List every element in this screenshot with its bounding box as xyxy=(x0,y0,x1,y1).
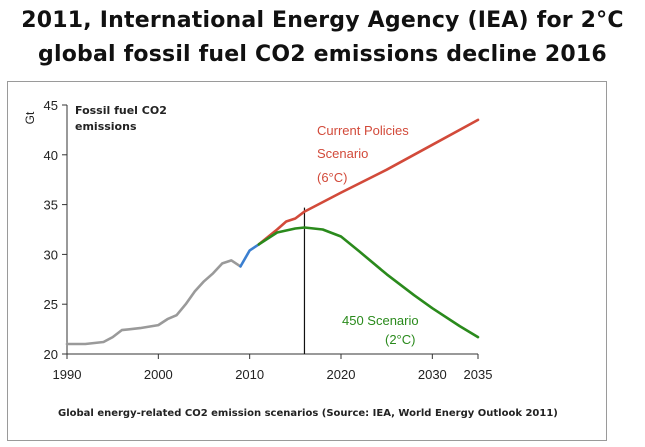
series-line-historical xyxy=(65,259,242,346)
y-tick-label: 40 xyxy=(44,148,58,163)
scenario-450-label-line-1: 450 Scenario xyxy=(342,313,419,328)
series-group xyxy=(65,118,480,354)
y-tick-label: 20 xyxy=(44,347,58,362)
x-tick-label: 2000 xyxy=(144,367,173,382)
y-tick-label: 25 xyxy=(44,297,58,312)
series-line-recent xyxy=(239,243,261,268)
y-axis-title-line-2: emissions xyxy=(75,120,137,133)
y-axis-unit-label: Gt xyxy=(23,111,37,124)
chart-title-line-2: global fossil fuel CO2 emissions decline… xyxy=(38,42,607,67)
scenario-450-label-line-2: (2°C) xyxy=(385,332,415,347)
y-axis-title-line-1: Fossil fuel CO2 xyxy=(75,104,167,117)
x-tick-label: 2030 xyxy=(418,367,447,382)
chart-frame xyxy=(7,81,607,441)
series-line-current-policies xyxy=(257,118,480,246)
y-tick-label: 35 xyxy=(44,198,58,213)
current-policies-label-line-1: Current Policies xyxy=(317,123,409,138)
chart-title-line-1: 2011, International Energy Agency (IEA) … xyxy=(21,8,624,33)
axes-group: 20 25 30 35 40 45 1990 2000 2010 2020 2030 2035 Gt xyxy=(23,98,492,382)
y-tick-label: 30 xyxy=(44,247,58,262)
labels-group: Fossil fuel CO2 emissions Current Policies… xyxy=(75,104,419,347)
x-tick-label: 2010 xyxy=(235,367,264,382)
y-tick-label: 45 xyxy=(44,98,58,113)
current-policies-label-line-3: (6°C) xyxy=(317,170,347,185)
series-line-scenario-450 xyxy=(257,226,480,339)
x-tick-label: 2020 xyxy=(327,367,356,382)
x-tick-label: 1990 xyxy=(53,367,82,382)
current-policies-label-line-2: Scenario xyxy=(317,146,368,161)
x-tick-label: 2035 xyxy=(464,367,493,382)
chart-caption: Global energy-related CO2 emission scena… xyxy=(58,408,558,419)
